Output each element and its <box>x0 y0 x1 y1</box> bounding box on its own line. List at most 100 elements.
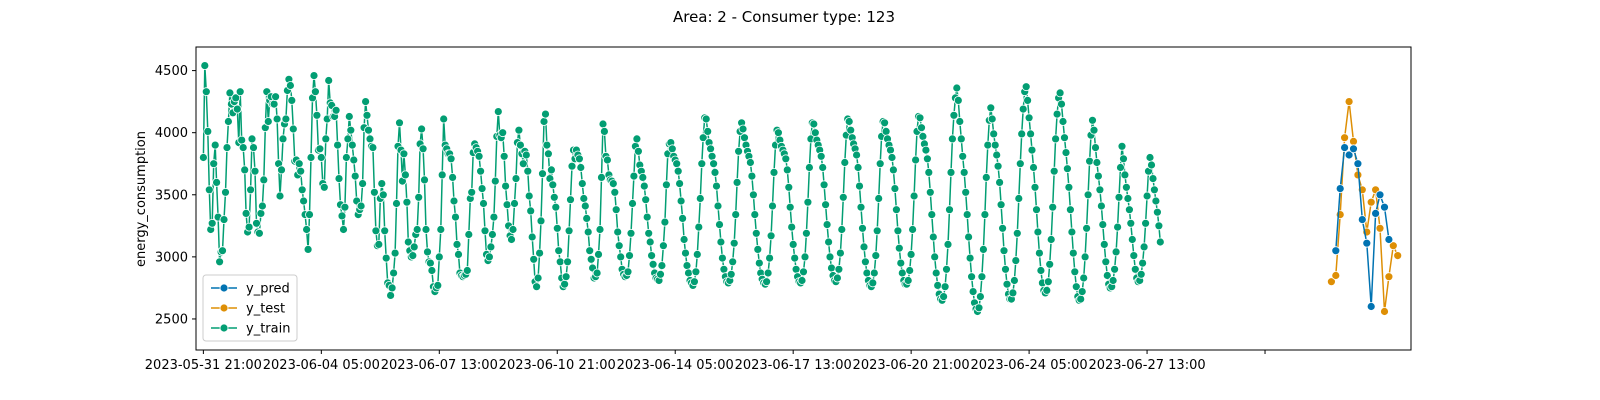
data-point-y-pred <box>1366 302 1376 311</box>
data-point-y-train <box>315 144 325 154</box>
data-point-y-train <box>417 124 427 134</box>
data-point-y-train <box>956 134 966 144</box>
data-point-y-train <box>439 114 449 124</box>
data-point-y-train <box>897 268 907 278</box>
data-point-y-train <box>250 166 260 176</box>
data-point-y-train <box>799 267 808 277</box>
data-point-y-train <box>703 126 713 136</box>
series-line-y-test <box>1330 100 1399 313</box>
data-point-y-train <box>681 248 690 258</box>
data-point-y-train <box>333 140 343 150</box>
legend-marker-y-pred <box>219 283 229 293</box>
data-point-y-train <box>1117 141 1127 151</box>
data-point-y-train <box>678 213 687 223</box>
data-point-y-train <box>364 125 373 135</box>
data-point-y-train <box>768 201 777 211</box>
data-point-y-train <box>585 246 595 256</box>
data-point-y-train <box>659 241 668 251</box>
data-point-y-train <box>692 249 702 259</box>
data-point-y-train <box>1048 202 1058 212</box>
data-point-y-train <box>484 252 494 262</box>
data-point-y-pred <box>1340 143 1349 153</box>
data-point-y-train <box>987 114 997 124</box>
data-point-y-train <box>657 261 667 271</box>
data-point-y-train <box>927 210 937 220</box>
data-point-y-train <box>616 252 626 262</box>
data-point-y-test <box>1344 97 1354 106</box>
data-point-y-train <box>421 225 431 234</box>
data-point-y-train <box>350 171 360 181</box>
data-point-y-train <box>1024 113 1034 123</box>
data-point-y-train <box>1136 269 1146 279</box>
data-point-y-train <box>1126 218 1136 228</box>
data-point-y-train <box>734 146 743 156</box>
data-point-y-train <box>990 140 1000 150</box>
data-point-y-train <box>246 185 256 195</box>
data-point-y-train <box>502 200 512 210</box>
data-point-y-train <box>324 76 334 85</box>
data-point-y-train <box>855 181 864 191</box>
data-point-y-train <box>1129 251 1139 261</box>
data-point-y-train <box>1097 201 1106 211</box>
data-point-y-train <box>872 226 882 236</box>
data-point-y-train <box>1011 256 1021 266</box>
data-point-y-train <box>583 227 593 237</box>
data-point-y-train <box>790 253 800 263</box>
data-point-y-train <box>762 277 771 287</box>
data-point-y-train <box>1091 143 1100 153</box>
data-point-y-train <box>339 225 348 234</box>
data-point-y-train <box>603 155 612 165</box>
data-point-y-train <box>958 151 968 161</box>
data-point-y-train <box>541 109 550 119</box>
data-point-y-train <box>852 150 861 160</box>
data-point-y-train <box>869 268 879 278</box>
data-point-y-train <box>765 253 774 263</box>
data-point-y-train <box>237 135 247 145</box>
data-point-y-train <box>294 159 304 169</box>
data-point-y-train <box>518 159 528 169</box>
data-point-y-train <box>235 87 245 97</box>
data-point-y-train <box>271 92 281 102</box>
data-point-y-train <box>508 225 518 234</box>
data-point-y-train <box>890 184 900 194</box>
chart-title: Area: 2 - Consumer type: 123 <box>673 8 895 26</box>
data-point-y-train <box>434 252 444 262</box>
data-point-y-train <box>608 179 618 189</box>
data-point-y-train <box>964 232 973 242</box>
data-point-y-train <box>1154 221 1164 231</box>
data-point-y-train <box>647 251 656 261</box>
data-point-y-train <box>923 154 932 164</box>
data-point-y-train <box>269 99 279 109</box>
data-point-y-train <box>436 225 446 234</box>
data-point-y-train <box>818 163 828 172</box>
data-point-y-train <box>905 266 915 275</box>
data-point-y-train <box>240 165 250 175</box>
data-point-y-train <box>423 247 432 257</box>
data-point-y-train <box>362 110 372 120</box>
data-point-y-test <box>1375 223 1385 233</box>
data-point-y-train <box>1043 277 1053 287</box>
data-point-y-train <box>791 264 801 274</box>
data-point-y-pred <box>1384 235 1394 244</box>
data-point-y-train <box>201 87 211 97</box>
data-point-y-train <box>337 211 347 221</box>
data-point-y-train <box>223 117 233 126</box>
data-point-y-train <box>449 196 459 206</box>
data-point-y-train <box>684 268 693 278</box>
data-point-y-train <box>1110 264 1119 274</box>
data-point-y-train <box>1042 285 1052 295</box>
data-point-y-train <box>319 182 329 192</box>
y-tick-label: 4500 <box>155 64 188 79</box>
data-point-y-train <box>747 171 757 181</box>
data-point-y-train <box>418 144 428 154</box>
data-point-y-train <box>859 242 869 252</box>
data-point-y-train <box>302 225 312 234</box>
x-tick-label: 2023-06-17 13:00 <box>735 358 852 373</box>
data-point-y-train <box>341 153 351 162</box>
data-point-y-train <box>347 140 357 150</box>
data-point-y-train <box>788 239 798 249</box>
data-point-y-train <box>611 205 621 215</box>
data-point-y-train <box>576 163 586 172</box>
data-point-y-train <box>582 213 592 223</box>
data-point-y-train <box>797 276 807 285</box>
